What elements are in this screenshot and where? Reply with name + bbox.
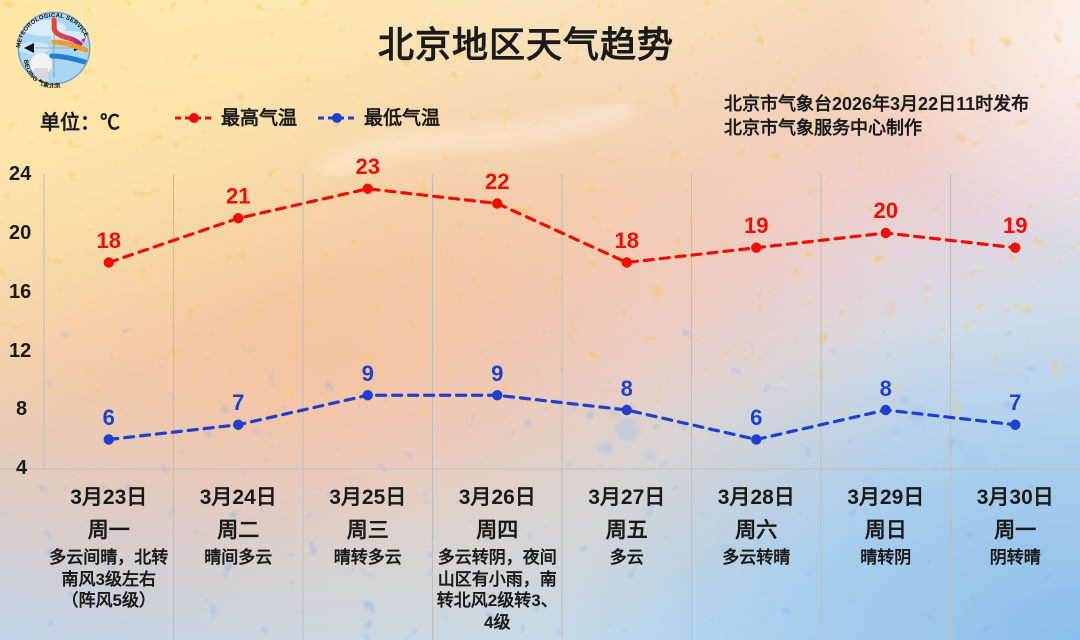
svg-text:8: 8	[16, 398, 27, 420]
svg-text:8: 8	[880, 376, 892, 401]
svg-text:7: 7	[232, 390, 244, 415]
svg-text:12: 12	[9, 340, 31, 362]
svg-text:20: 20	[9, 222, 31, 244]
svg-text:18: 18	[615, 228, 639, 253]
svg-text:16: 16	[9, 281, 31, 303]
svg-text:18: 18	[97, 228, 121, 253]
svg-text:21: 21	[226, 184, 250, 209]
svg-text:20: 20	[874, 198, 898, 223]
svg-text:22: 22	[485, 169, 509, 194]
svg-text:9: 9	[362, 361, 374, 386]
svg-text:6: 6	[103, 405, 115, 430]
svg-text:6: 6	[750, 405, 762, 430]
svg-text:23: 23	[356, 154, 380, 179]
svg-text:8: 8	[621, 376, 633, 401]
svg-text:19: 19	[1003, 213, 1027, 238]
svg-text:9: 9	[491, 361, 503, 386]
svg-text:24: 24	[9, 163, 32, 185]
svg-text:7: 7	[1009, 390, 1021, 415]
svg-text:19: 19	[744, 213, 768, 238]
